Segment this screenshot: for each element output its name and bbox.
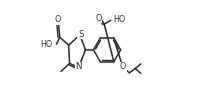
Text: O: O bbox=[95, 14, 102, 23]
Text: O: O bbox=[120, 62, 126, 71]
Text: HO: HO bbox=[41, 40, 53, 49]
Text: HO: HO bbox=[113, 15, 126, 24]
Text: S: S bbox=[78, 30, 84, 39]
Text: O: O bbox=[54, 15, 60, 24]
Text: N: N bbox=[75, 62, 82, 71]
